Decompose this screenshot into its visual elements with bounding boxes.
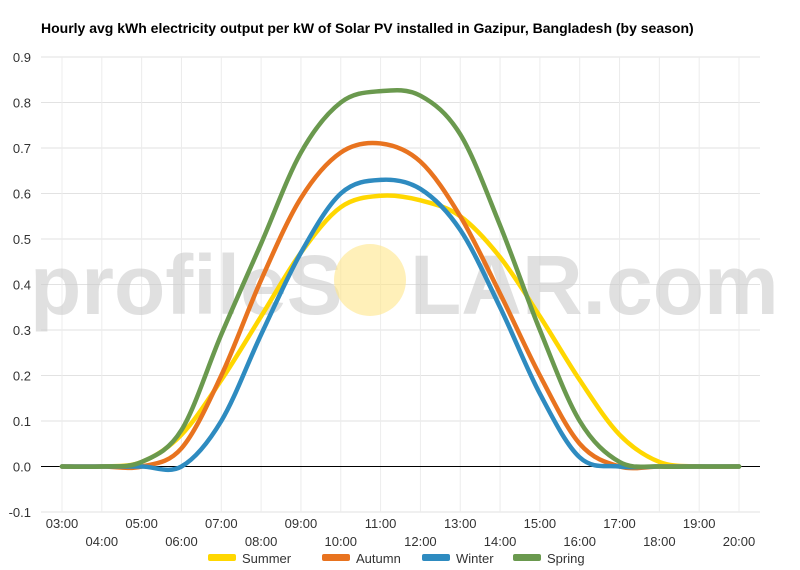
x-tick-label: 03:00 bbox=[46, 516, 79, 531]
y-tick-label: 0.9 bbox=[13, 50, 31, 65]
x-tick-label: 09:00 bbox=[285, 516, 318, 531]
x-tick-label: 06:00 bbox=[165, 534, 198, 549]
legend-swatch-summer bbox=[208, 554, 236, 561]
series-line-summer bbox=[59, 193, 742, 470]
x-tick-label: 14:00 bbox=[484, 534, 517, 549]
legend-label-spring: Spring bbox=[547, 551, 585, 566]
x-tick-label: 18:00 bbox=[643, 534, 676, 549]
x-tick-label: 04:00 bbox=[86, 534, 119, 549]
x-tick-label: 11:00 bbox=[365, 516, 397, 531]
y-tick-label: 0.8 bbox=[13, 96, 31, 111]
y-tick-label: -0.1 bbox=[9, 505, 31, 520]
legend-swatch-spring bbox=[513, 554, 541, 561]
x-tick-label: 05:00 bbox=[125, 516, 158, 531]
x-tick-label: 10:00 bbox=[324, 534, 357, 549]
x-tick-label: 17:00 bbox=[603, 516, 636, 531]
chart-title: Hourly avg kWh electricity output per kW… bbox=[41, 20, 694, 36]
watermark-text-prefix: profileS bbox=[30, 238, 343, 332]
y-tick-label: 0.3 bbox=[13, 323, 31, 338]
x-tick-label: 19:00 bbox=[683, 516, 716, 531]
x-tick-label: 08:00 bbox=[245, 534, 278, 549]
watermark-text-suffix: LAR.com bbox=[410, 238, 779, 332]
legend-label-autumn: Autumn bbox=[356, 551, 401, 566]
x-tick-label: 13:00 bbox=[444, 516, 477, 531]
series-line-spring bbox=[59, 87, 742, 470]
x-tick-label: 12:00 bbox=[404, 534, 437, 549]
y-tick-label: 0.7 bbox=[13, 141, 31, 156]
y-tick-label: 0.1 bbox=[13, 414, 31, 429]
x-tick-label: 16:00 bbox=[563, 534, 596, 549]
y-tick-label: 0.2 bbox=[13, 369, 31, 384]
x-tick-label: 20:00 bbox=[723, 534, 756, 549]
legend: Summer Autumn Winter Spring bbox=[208, 551, 585, 566]
y-tick-label: 0.6 bbox=[13, 187, 31, 202]
series-line-winter bbox=[59, 177, 742, 473]
legend-label-winter: Winter bbox=[456, 551, 494, 566]
y-tick-label: 0.4 bbox=[13, 278, 31, 293]
x-tick-label: 15:00 bbox=[524, 516, 557, 531]
legend-label-summer: Summer bbox=[242, 551, 292, 566]
legend-swatch-autumn bbox=[322, 554, 350, 561]
watermark: profileS LAR.com bbox=[30, 238, 779, 332]
legend-swatch-winter bbox=[422, 554, 450, 561]
series bbox=[59, 87, 742, 473]
watermark-sun-icon bbox=[334, 244, 406, 316]
y-tick-label: 0.5 bbox=[13, 232, 31, 247]
x-tick-label: 07:00 bbox=[205, 516, 238, 531]
y-tick-label: 0.0 bbox=[13, 460, 31, 475]
